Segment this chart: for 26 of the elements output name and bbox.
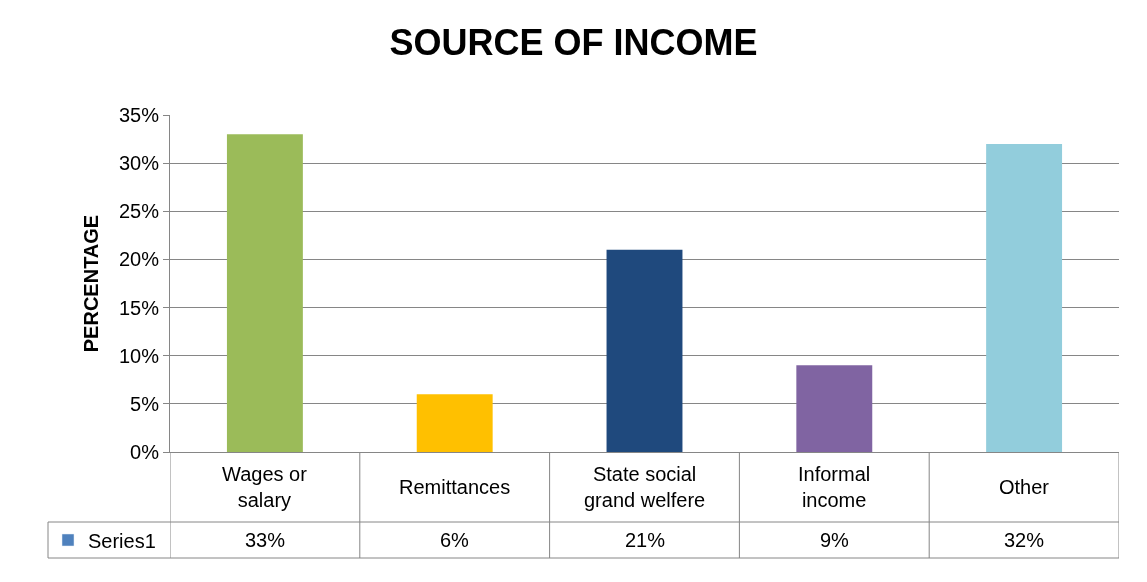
x-tick-label: State social grand welfere xyxy=(584,463,706,511)
data-label: 33% xyxy=(245,529,286,551)
bar xyxy=(796,365,873,452)
chart-title: SOURCE OF INCOME xyxy=(389,22,758,64)
y-tick-label: 5% xyxy=(130,392,160,415)
x-tick-label: Wages or salary xyxy=(222,463,308,511)
y-tick-label: 15% xyxy=(118,296,160,319)
bar xyxy=(986,143,1063,452)
y-tick-label: 0% xyxy=(130,441,160,463)
x-tick-label: Informal income xyxy=(798,463,871,511)
data-label: 21% xyxy=(625,529,666,551)
data-label: 9% xyxy=(820,529,850,551)
bar xyxy=(226,134,303,452)
legend-swatch: Series1 xyxy=(61,529,156,552)
data-label: 32% xyxy=(1004,529,1045,551)
data-label: 6% xyxy=(440,529,470,551)
y-tick-label: 20% xyxy=(118,248,160,271)
y-axis-title: PERCENTAGE xyxy=(80,214,103,353)
x-tick-label: Other xyxy=(999,476,1050,498)
x-tick-label: Remittances xyxy=(399,476,511,498)
bar xyxy=(606,249,683,452)
y-tick-label: 30% xyxy=(118,152,160,175)
bar xyxy=(416,394,493,452)
y-tick-label: 35% xyxy=(118,104,160,126)
y-tick-label: 25% xyxy=(118,200,160,223)
y-tick-label: 10% xyxy=(118,344,160,367)
